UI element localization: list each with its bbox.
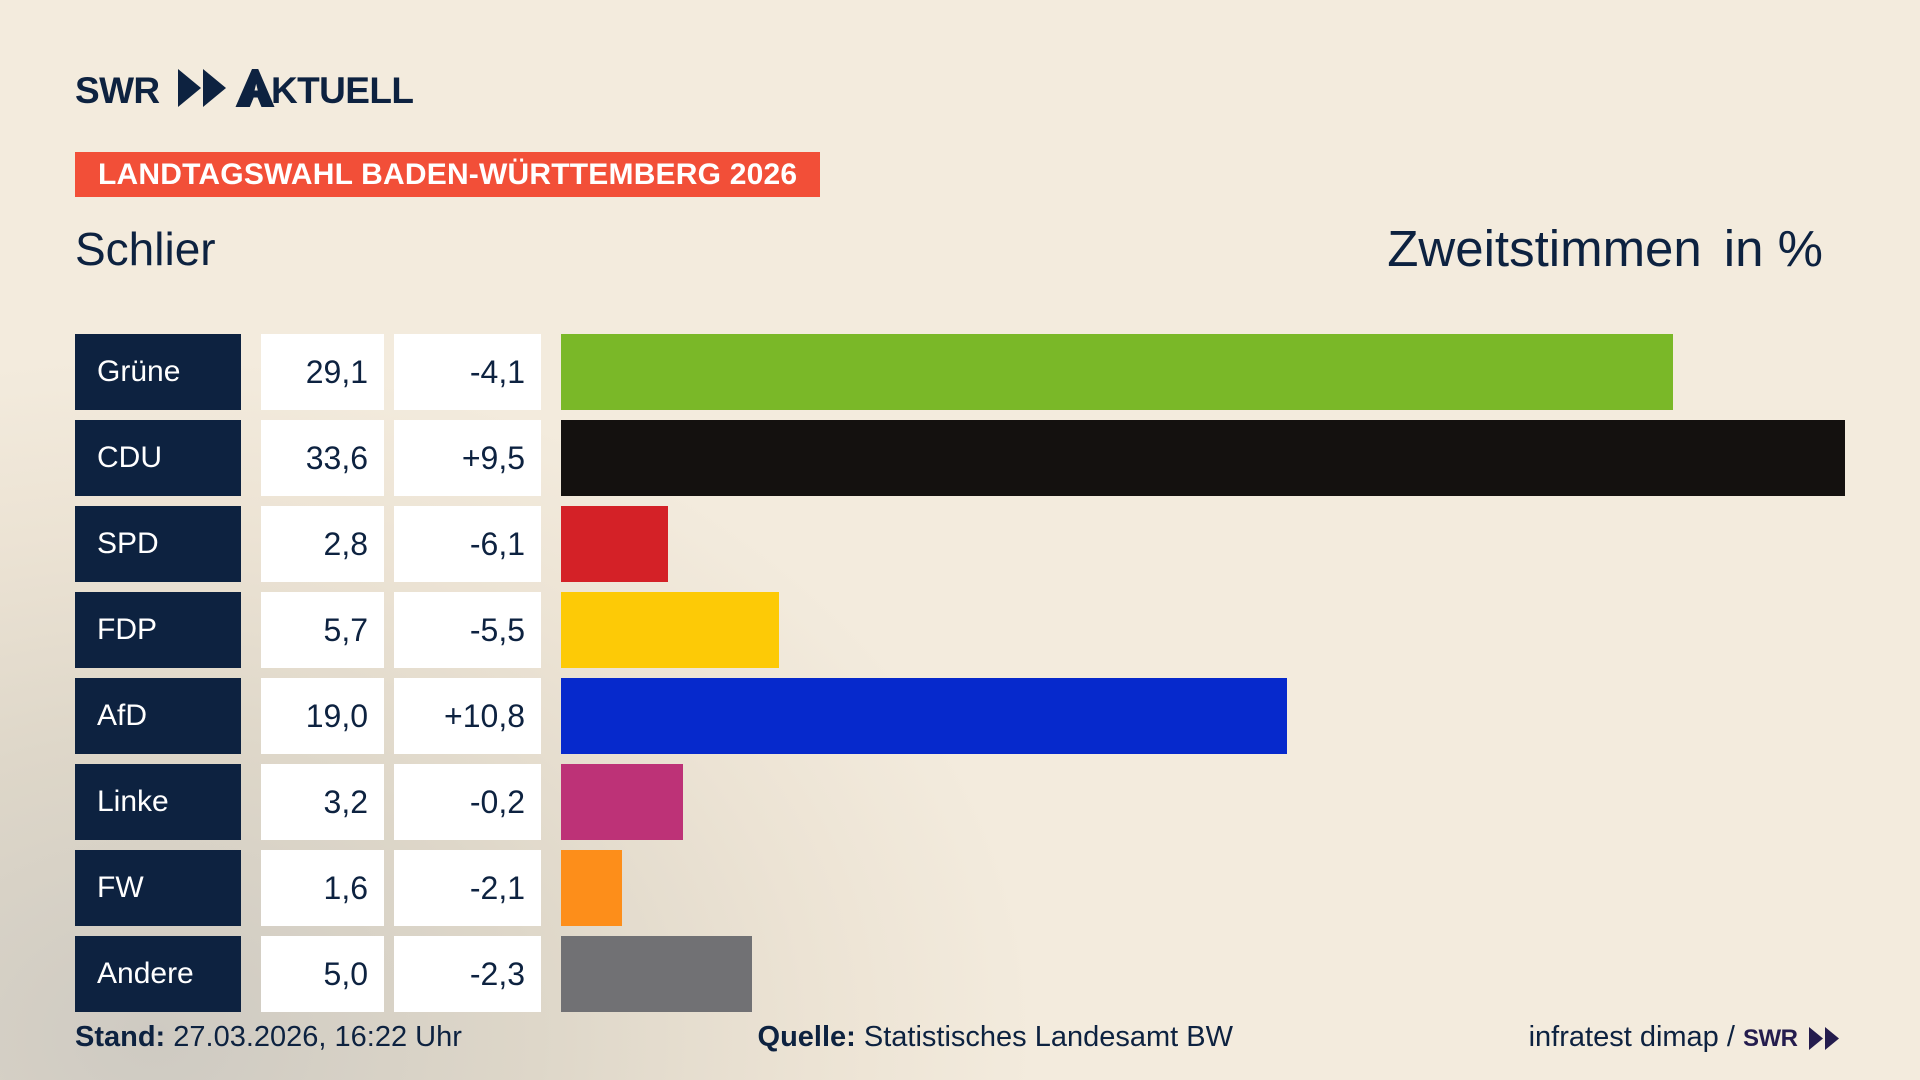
svg-text:SWR: SWR	[1743, 1025, 1798, 1052]
svg-text:SWR: SWR	[75, 70, 160, 111]
svg-text:KTUELL: KTUELL	[271, 70, 413, 111]
